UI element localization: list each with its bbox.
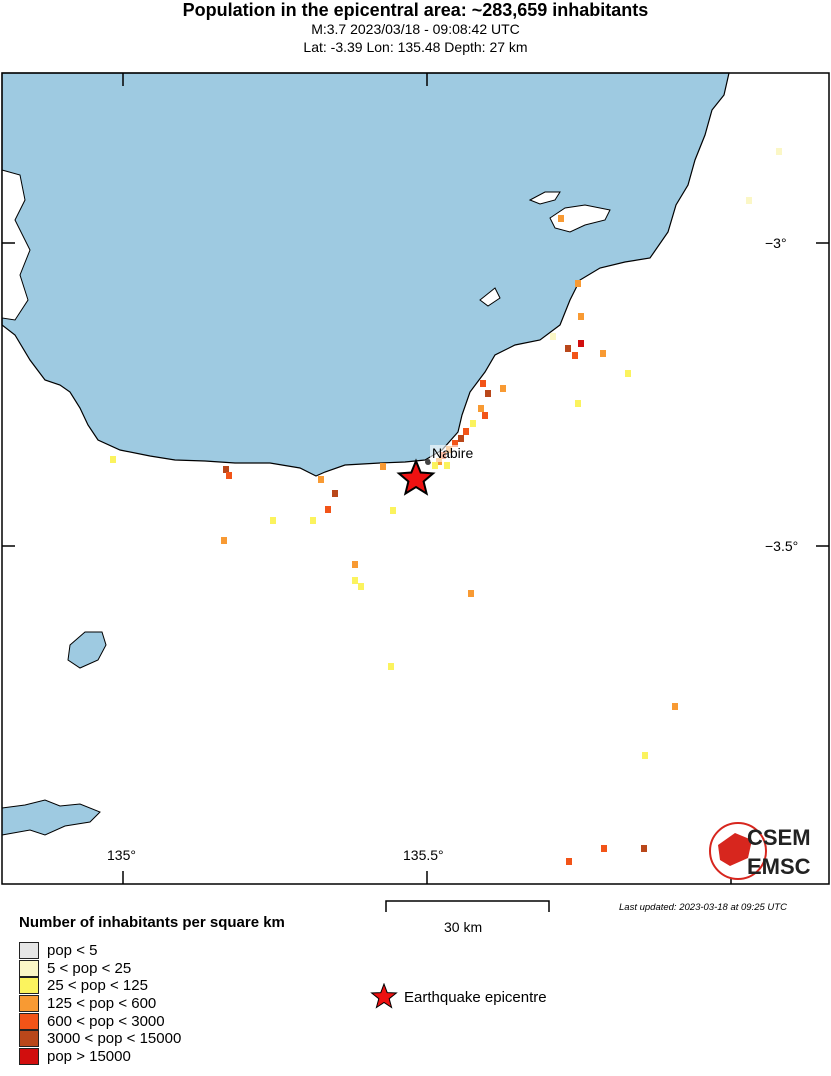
population-cell xyxy=(642,752,648,759)
population-cell xyxy=(565,345,571,352)
population-cell xyxy=(310,517,316,524)
lat-label: −3.5° xyxy=(765,538,798,554)
population-map: 135° 135.5° −3° −3.5° Nabire CSEM EMSC xyxy=(1,72,830,912)
population-cell xyxy=(221,537,227,544)
legend-item: 5 < pop < 25 xyxy=(19,959,132,978)
legend-title: Number of inhabitants per square km xyxy=(19,914,285,931)
legend-item: pop < 5 xyxy=(19,942,97,960)
population-cell xyxy=(550,333,556,340)
bay-southwest xyxy=(1,799,101,836)
svg-text:EMSC: EMSC xyxy=(747,854,811,879)
legend-swatch xyxy=(19,1047,39,1065)
population-cell xyxy=(572,352,578,359)
legend-item: 25 < pop < 125 xyxy=(19,977,148,995)
population-cell xyxy=(352,577,358,584)
lat-label: −3° xyxy=(765,235,787,251)
legend-label: 25 < pop < 125 xyxy=(47,977,148,995)
legend-swatch xyxy=(19,1030,39,1048)
star-icon xyxy=(370,983,398,1009)
city-label: Nabire xyxy=(432,445,473,461)
population-cell xyxy=(223,466,229,473)
legend-swatch xyxy=(19,1012,39,1030)
legend-swatch xyxy=(19,959,39,977)
legend-label: pop < 5 xyxy=(47,942,98,960)
population-cell xyxy=(601,845,607,852)
population-cell xyxy=(226,472,232,479)
epicentre-legend: Earthquake epicentre xyxy=(370,983,547,1011)
population-cell xyxy=(558,215,564,222)
legend-item: 125 < pop < 600 xyxy=(19,995,156,1013)
emsc-logo: CSEM EMSC xyxy=(709,822,811,880)
population-cell xyxy=(575,280,581,287)
epicentre-legend-label: Earthquake epicentre xyxy=(404,988,547,1006)
population-cell xyxy=(325,506,331,513)
map-title: Population in the epicentral area: ~283,… xyxy=(182,0,649,20)
legend-swatch xyxy=(19,995,39,1013)
population-cell xyxy=(358,583,364,590)
graticule-ticks xyxy=(2,73,829,884)
population-cell xyxy=(746,197,752,204)
population-cell xyxy=(482,412,488,419)
lon-label: 135° xyxy=(107,847,136,863)
population-cell xyxy=(776,148,782,155)
svg-text:CSEM: CSEM xyxy=(747,825,811,850)
scale-label: 30 km xyxy=(444,919,483,935)
population-cell xyxy=(380,463,386,470)
population-cell xyxy=(600,350,606,357)
population-cell xyxy=(388,663,394,670)
population-cell xyxy=(578,340,584,347)
legend-label: 125 < pop < 600 xyxy=(47,995,157,1013)
legend-item: pop > 15000 xyxy=(19,1047,131,1066)
population-cell xyxy=(432,462,438,469)
island xyxy=(479,287,501,307)
population-cell xyxy=(352,561,358,568)
legend-label: 600 < pop < 3000 xyxy=(47,1012,165,1030)
population-cell xyxy=(478,405,484,412)
legend-item: 3000 < pop < 15000 xyxy=(19,1030,181,1048)
population-cell xyxy=(625,370,631,377)
legend-swatch xyxy=(19,977,39,995)
population-cell xyxy=(672,703,678,710)
event-magnitude-time: M:3.7 2023/03/18 - 09:08:42 UTC xyxy=(311,21,520,37)
population-cell xyxy=(458,435,464,442)
legend-item: 600 < pop < 3000 xyxy=(19,1012,165,1030)
population-cell xyxy=(480,380,486,387)
city-marker xyxy=(425,459,431,465)
population-cell xyxy=(444,462,450,469)
population-cell xyxy=(470,420,476,427)
last-updated: Last updated: 2023-03-18 at 09:25 UTC xyxy=(619,902,787,913)
legend-swatch xyxy=(19,942,39,960)
lake xyxy=(67,631,107,669)
population-cell xyxy=(641,845,647,852)
map-frame xyxy=(1,72,830,885)
population-cell xyxy=(566,858,572,865)
event-location: Lat: -3.39 Lon: 135.48 Depth: 27 km xyxy=(303,39,528,55)
population-cell xyxy=(463,428,469,435)
island xyxy=(549,204,611,233)
legend-label: 3000 < pop < 15000 xyxy=(47,1030,182,1048)
population-cell xyxy=(270,517,276,524)
epicentre-star-icon xyxy=(396,458,436,496)
population-cell xyxy=(500,385,506,392)
scale-bar xyxy=(385,900,550,912)
population-cell xyxy=(578,313,584,320)
island xyxy=(528,191,561,205)
population-cell xyxy=(332,490,338,497)
legend-label: 5 < pop < 25 xyxy=(47,959,132,977)
land-west xyxy=(1,169,31,321)
population-cell xyxy=(390,507,396,514)
legend-label: pop > 15000 xyxy=(47,1047,131,1065)
population-cell xyxy=(485,390,491,397)
population-cell xyxy=(575,400,581,407)
lon-label: 135.5° xyxy=(403,847,444,863)
population-cell xyxy=(318,476,324,483)
population-cell xyxy=(468,590,474,597)
population-cell xyxy=(110,456,116,463)
population-cell xyxy=(452,440,458,447)
